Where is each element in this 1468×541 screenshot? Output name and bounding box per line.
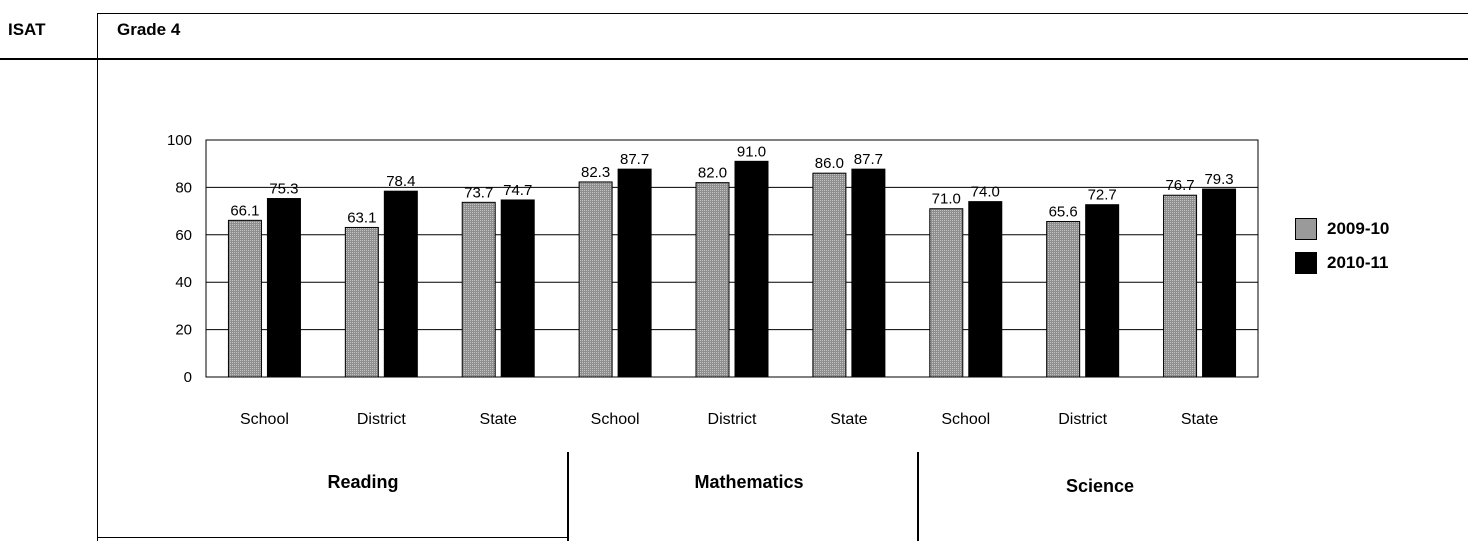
left-frame-line [97, 13, 98, 541]
category-label: District [357, 411, 406, 428]
data-label: 71.0 [932, 191, 961, 208]
data-label: 82.3 [581, 164, 610, 181]
bar-2010-11-8 [1202, 188, 1237, 378]
data-label: 76.7 [1165, 177, 1194, 194]
header-top-line [97, 13, 1468, 14]
bar-2010-11-6 [968, 201, 1003, 378]
y-tick-label: 40 [175, 274, 192, 291]
bar-2009-10-3 [578, 181, 613, 378]
data-label: 74.0 [971, 184, 1000, 201]
y-tick-label: 0 [184, 369, 192, 386]
legend-item-2010-11: 2010-11 [1295, 252, 1389, 274]
bar-2010-11-1 [383, 190, 418, 378]
data-label: 87.7 [620, 151, 649, 168]
data-label: 65.6 [1049, 204, 1078, 221]
data-label: 63.1 [347, 209, 376, 226]
bar-2009-10-7 [1046, 221, 1081, 378]
category-label: State [480, 411, 517, 428]
category-label: State [830, 411, 867, 428]
category-label: District [708, 411, 757, 428]
bar-2009-10-5 [812, 172, 847, 378]
legend-label-2009-10: 2009-10 [1327, 219, 1390, 238]
legend-swatch-2009-10 [1295, 218, 1317, 240]
data-label: 86.0 [815, 155, 844, 172]
bar-2010-11-5 [851, 168, 886, 378]
data-label: 75.3 [269, 181, 298, 198]
bar-2009-10-2 [461, 201, 496, 378]
header-divider-line [0, 58, 1468, 60]
y-tick-label: 100 [167, 132, 192, 149]
test-label: ISAT [8, 20, 46, 39]
legend-swatch-2010-11 [1295, 252, 1317, 274]
bar-2010-11-7 [1085, 204, 1120, 378]
bar-2009-10-8 [1163, 194, 1198, 378]
category-label: District [1058, 411, 1107, 428]
bar-2009-10-4 [695, 182, 730, 378]
bar-2009-10-1 [344, 226, 379, 378]
bar-2010-11-4 [734, 160, 769, 378]
category-label: School [941, 411, 990, 428]
subject-divider-2 [917, 452, 919, 541]
y-tick-label: 60 [175, 227, 192, 244]
data-label: 73.7 [464, 184, 493, 201]
grade-label: Grade 4 [117, 20, 181, 39]
y-tick-label: 20 [175, 322, 192, 339]
y-tick-label: 80 [175, 179, 192, 196]
bar-2010-11-0 [266, 198, 301, 378]
data-label: 74.7 [503, 182, 532, 199]
category-label: State [1181, 411, 1218, 428]
plot-area [205, 139, 1259, 378]
category-label: School [240, 411, 289, 428]
bottom-frame-line [97, 537, 567, 538]
category-label: School [591, 411, 640, 428]
subject-divider-1 [567, 452, 569, 541]
data-label: 91.0 [737, 143, 766, 160]
legend-item-2009-10: 2009-10 [1295, 218, 1389, 240]
data-label: 72.7 [1088, 187, 1117, 204]
legend-label-2010-11: 2010-11 [1327, 253, 1389, 272]
legend: 2009-10 2010-11 [1295, 218, 1389, 274]
group-label-mathematics: Mathematics [694, 472, 804, 492]
bar-2009-10-6 [929, 208, 964, 378]
bar-2010-11-2 [500, 199, 535, 378]
bar-2009-10-0 [227, 219, 262, 378]
data-label: 66.1 [230, 202, 259, 219]
bar-2010-11-3 [617, 168, 652, 378]
group-label-reading: Reading [327, 472, 399, 492]
data-label: 82.0 [698, 165, 727, 182]
group-label-science: Science [1065, 476, 1135, 496]
data-label: 79.3 [1204, 171, 1233, 188]
data-label: 87.7 [854, 151, 883, 168]
data-label: 78.4 [386, 173, 415, 190]
